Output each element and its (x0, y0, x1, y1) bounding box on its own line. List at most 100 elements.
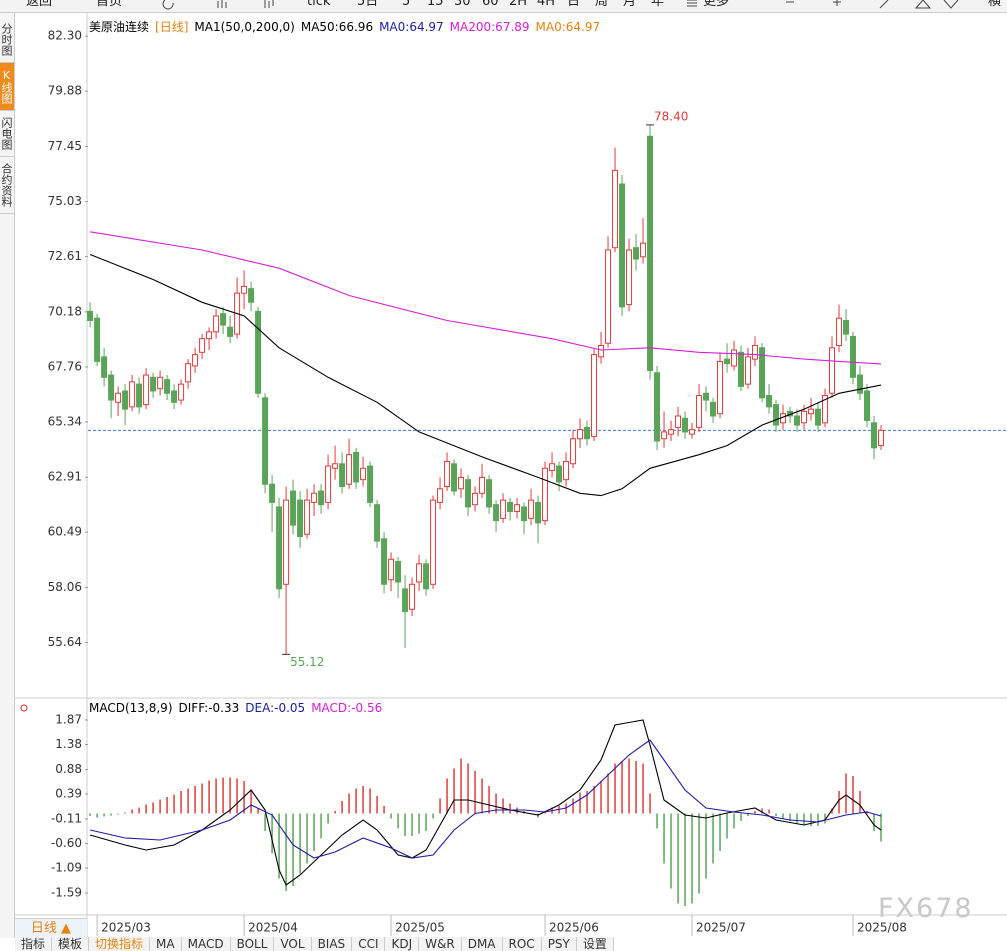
candle-body (605, 249, 612, 344)
legend-entry: MACD:-0.56 (311, 701, 383, 715)
period-button[interactable]: 月 (623, 0, 637, 9)
period-button[interactable]: 30 (454, 0, 471, 9)
y-tick-label: 0.88 (55, 762, 82, 776)
candle-body (94, 317, 101, 362)
indicator-tab[interactable]: VOL (274, 937, 312, 951)
candle-body (654, 372, 661, 442)
indicator-tabs: 指标 模板 切换指标 MA MACD BOLL VOL BIAS CCI KDJ W&R DMA ROC… (15, 937, 614, 951)
period-selector[interactable]: 日线 ▲ (15, 918, 87, 939)
candle-body (619, 183, 626, 308)
indicator-tab[interactable]: 切换指标 (89, 937, 151, 951)
indicator-tab[interactable]: PSY (541, 937, 577, 951)
candle-body (514, 504, 521, 513)
indicator-tab[interactable]: MA (150, 937, 182, 951)
candle-body (430, 499, 437, 585)
tab[interactable]: 闪电图 (0, 111, 14, 157)
indicator-tab[interactable]: 设置 (576, 937, 614, 951)
candle-body (241, 285, 248, 294)
indicator-tab[interactable]: 模板 (52, 937, 90, 951)
candle-body (864, 390, 871, 422)
y-tick-label: 77.45 (48, 139, 82, 153)
period-button[interactable]: 2H (509, 0, 528, 9)
candle-body (591, 354, 598, 437)
indicator-tab[interactable]: ROC (502, 937, 542, 951)
candle-body (717, 360, 724, 415)
candle-body (843, 319, 850, 335)
candle-body (451, 463, 458, 492)
candle-body (262, 397, 269, 485)
candle-body (458, 476, 465, 490)
candle-body (871, 422, 878, 449)
indicator-tab[interactable]: KDJ (385, 937, 420, 951)
period-button[interactable]: 60 (482, 0, 499, 9)
back-button[interactable]: 返回 (26, 0, 53, 9)
more-button[interactable]: 更多 (703, 0, 730, 9)
candle-body (444, 460, 451, 487)
indicator-tab[interactable]: BOLL (230, 937, 275, 951)
y-tick-label: -0.60 (51, 836, 82, 850)
tab[interactable]: 分时图 (0, 13, 14, 63)
candle-body (479, 476, 486, 494)
candle-body (423, 563, 430, 590)
candle-body (766, 395, 773, 408)
y-tick-label: -1.09 (51, 861, 82, 875)
candle-body (416, 563, 423, 583)
watermark: FX678 (878, 893, 974, 924)
indicator-tab[interactable]: 指标 (15, 937, 53, 951)
y-tick-label: 55.64 (48, 635, 82, 649)
indicator-tab[interactable]: W&R (419, 937, 462, 951)
period-button[interactable]: 日 (567, 0, 581, 9)
candle-body (815, 408, 822, 426)
macd-legend: MACD(13,8,9) DIFF:-0.33 DEA:-0.05 MACD:-0.5… (89, 701, 388, 715)
main-legend: 美原油连续 [日线] MA1(50,0,200,0) MA50:66.96 MA0:64… (89, 18, 606, 35)
candle-body (395, 561, 402, 583)
candle-body (437, 488, 444, 503)
candle-body (388, 558, 395, 581)
candle-body (773, 404, 780, 426)
indicator-tab[interactable]: MACD (181, 937, 231, 951)
y-tick-label: 72.61 (48, 249, 82, 263)
landscape-button[interactable]: 横 (988, 0, 1002, 9)
candle-body (472, 492, 479, 506)
candle-body (150, 376, 157, 392)
candle-body (269, 483, 276, 503)
chart-title: MACD(13,8,9) (89, 701, 173, 715)
period-button[interactable]: 周 (595, 0, 609, 9)
tab[interactable]: 合约资料 (0, 157, 14, 214)
period-button[interactable]: 4H (537, 0, 556, 9)
candle-body (836, 317, 843, 346)
indicator-tab[interactable]: DMA (461, 937, 503, 951)
candle-body (213, 315, 220, 333)
candle-body (297, 499, 304, 538)
period-button[interactable]: 5 (402, 0, 411, 9)
candle-body (311, 492, 318, 503)
period-button[interactable]: 5日 (357, 0, 379, 9)
x-tick-label: 2025/04 (248, 921, 298, 935)
period-button[interactable]: 15 (427, 0, 444, 9)
y-tick-label: -1.59 (51, 886, 82, 900)
sidebar: 分时图 K线图 闪电图 合约资料 (0, 13, 15, 938)
candle-body (171, 390, 178, 403)
candle-body (493, 504, 500, 522)
candle-body (346, 454, 353, 485)
candle-body (164, 379, 171, 394)
period-button[interactable]: tick (307, 0, 331, 9)
period-button[interactable]: 年 (651, 0, 665, 9)
candle-body (696, 395, 703, 428)
x-tick-label: 2025/06 (549, 921, 599, 935)
candle-body (857, 374, 864, 394)
legend-entry: MA1(50,0,200,0) (194, 20, 295, 34)
x-tick-label: 2025/05 (395, 921, 445, 935)
x-tick-label: 2025/03 (101, 921, 151, 935)
candle-body (878, 429, 885, 447)
indicator-tab[interactable]: BIAS (311, 937, 353, 951)
indicator-tab[interactable]: CCI (352, 937, 386, 951)
tab-active[interactable]: K线图 (0, 63, 14, 111)
home-button[interactable]: 首页 (96, 0, 123, 9)
candle-body (829, 347, 836, 394)
settings-icon[interactable] (20, 704, 28, 712)
legend-entry: DEA:-0.05 (245, 701, 306, 715)
candle-body (115, 392, 122, 403)
candle-body (318, 490, 325, 506)
